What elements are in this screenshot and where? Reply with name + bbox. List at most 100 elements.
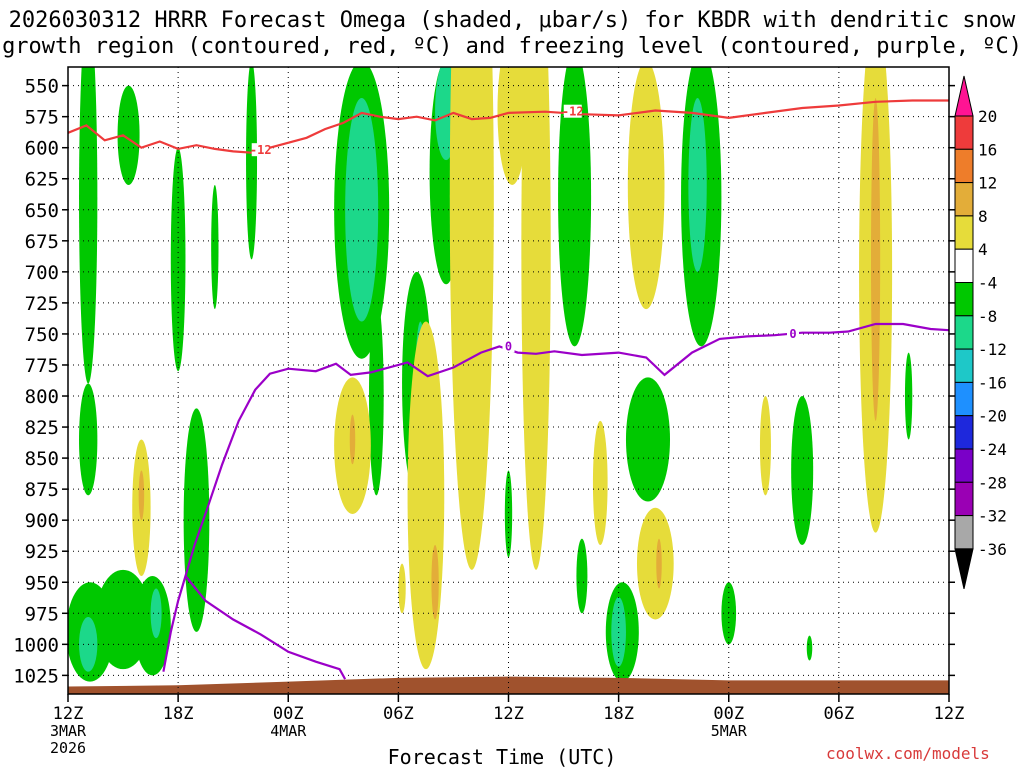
- xtick-label-6: 00Z: [713, 704, 744, 724]
- colorbar-segment-3: [954, 215, 974, 250]
- omega-region-36: [431, 545, 439, 620]
- omega-region-23: [646, 389, 665, 477]
- colorbar-label-1: 16: [978, 140, 997, 159]
- ytick-label-900: 900: [25, 510, 59, 532]
- omega-region-13: [345, 98, 379, 322]
- omega-region-19: [558, 67, 592, 347]
- x-axis-label: Forecast Time (UTC): [387, 745, 617, 769]
- colorbar-label-7: -12: [978, 340, 1007, 359]
- colorbar-segment-0: [954, 115, 974, 150]
- colorbar: 20 16 12 8 4 -4 -8 -12 -16 -20 -24 -28 -32 -36: [954, 75, 1007, 590]
- colorbar-label-2: 12: [978, 174, 997, 193]
- omega-region-11: [183, 408, 210, 632]
- freezing-contour-label-0: 0: [505, 339, 512, 353]
- dgz-label-bg-0: [251, 143, 270, 157]
- colorbar-segment-5: [954, 282, 974, 317]
- colorbar-label-0: 20: [978, 107, 997, 126]
- ytick-label-600: 600: [25, 138, 59, 160]
- omega-region-45: [870, 98, 881, 421]
- ytick-label-1000: 1000: [13, 634, 59, 656]
- colorbar-segment-7: [954, 348, 974, 383]
- colorbar-segment-6: [954, 315, 974, 350]
- ytick-label-625: 625: [25, 169, 59, 191]
- ytick-label-750: 750: [25, 324, 59, 346]
- xtick-label-4: 12Z: [493, 704, 524, 724]
- omega-region-24: [791, 396, 814, 546]
- omega-region-47: [497, 67, 527, 185]
- omega-region-14: [369, 296, 384, 496]
- ytick-label-800: 800: [25, 386, 59, 408]
- colorbar-segment-9: [954, 415, 974, 450]
- ytick-label-950: 950: [25, 572, 59, 594]
- freezing-level-tail: [184, 575, 347, 680]
- terrain-fill: [68, 676, 949, 694]
- colorbar-label-5: -4: [978, 274, 997, 293]
- xtick-label-3: 06Z: [383, 704, 414, 724]
- colorbar-label-4: 4: [978, 240, 988, 259]
- ytick-label-775: 775: [25, 355, 59, 377]
- colorbar-label-6: -8: [978, 307, 997, 326]
- colorbar-bottom-triangle: [954, 548, 974, 590]
- ytick-label-975: 975: [25, 603, 59, 625]
- omega-region-42: [656, 538, 662, 589]
- ytick-label-875: 875: [25, 479, 59, 501]
- gridlines: [68, 67, 949, 694]
- dgz-contour-label-1: -12: [562, 105, 584, 119]
- omega-region-0: [79, 67, 98, 384]
- ytick-label-725: 725: [25, 293, 59, 315]
- omega-region-5: [79, 383, 98, 496]
- omega-region-33: [138, 470, 145, 521]
- dgz-contour-line: [68, 99, 949, 154]
- xtick-label-0: 12Z: [53, 704, 84, 724]
- omega-region-1: [117, 85, 140, 185]
- ytick-label-650: 650: [25, 200, 59, 222]
- ytick-label-1025: 1025: [13, 665, 59, 687]
- colorbar-segment-4: [954, 248, 974, 283]
- colorbar-label-12: -32: [978, 507, 1007, 526]
- colorbar-label-10: -24: [978, 440, 1007, 459]
- omega-region-48: [398, 563, 406, 614]
- colorbar-label-13: -36: [978, 540, 1007, 559]
- colorbar-segment-2: [954, 182, 974, 217]
- omega-region-41: [636, 507, 674, 620]
- xtick-date-0: 3MAR: [50, 722, 87, 740]
- omega-region-34: [449, 67, 494, 570]
- contours: -12 -12 0 0: [68, 99, 949, 680]
- terrain: [68, 676, 949, 694]
- xtick-label-7: 06Z: [824, 704, 855, 724]
- omega-region-4: [211, 184, 219, 310]
- xtick-label-5: 18Z: [603, 704, 634, 724]
- colorbar-label-9: -20: [978, 407, 1007, 426]
- omega-region-39: [521, 67, 551, 570]
- credit-text: coolwx.com/models: [826, 744, 990, 763]
- chart-title-line2: growth region (contoured, red, ºC) and f…: [2, 34, 1022, 59]
- dgz-label-bg-1: [563, 104, 582, 118]
- omega-region-29: [504, 470, 513, 558]
- colorbar-top-triangle: [954, 75, 974, 117]
- omega-region-43: [592, 420, 608, 546]
- omega-region-27: [576, 538, 588, 614]
- xtick-date-2: 4MAR: [270, 722, 307, 740]
- freezing-label-bg-1: [786, 326, 799, 340]
- xtick-label-1: 18Z: [163, 704, 194, 724]
- chart-title-line1: 2026030312 HRRR Forecast Omega (shaded, …: [8, 8, 1016, 33]
- colorbar-label-11: -28: [978, 473, 1007, 492]
- ytick-label-550: 550: [25, 76, 59, 98]
- omega-region-38: [349, 414, 356, 465]
- omega-region-46: [759, 396, 771, 496]
- colorbar-label-3: 8: [978, 207, 988, 226]
- omega-region-2: [246, 67, 258, 260]
- ytick-label-925: 925: [25, 541, 59, 563]
- omega-region-40: [627, 67, 665, 310]
- ytick-label-575: 575: [25, 107, 59, 129]
- omega-shading: [68, 67, 913, 682]
- xtick-label-2: 00Z: [273, 704, 304, 724]
- xtick-date-6: 5MAR: [711, 722, 748, 740]
- omega-region-26: [611, 597, 626, 667]
- xtick-year-0: 2026: [50, 739, 86, 757]
- freezing-contour-label-1: 0: [789, 327, 796, 341]
- omega-region-10: [150, 588, 162, 639]
- colorbar-segment-11: [954, 481, 974, 517]
